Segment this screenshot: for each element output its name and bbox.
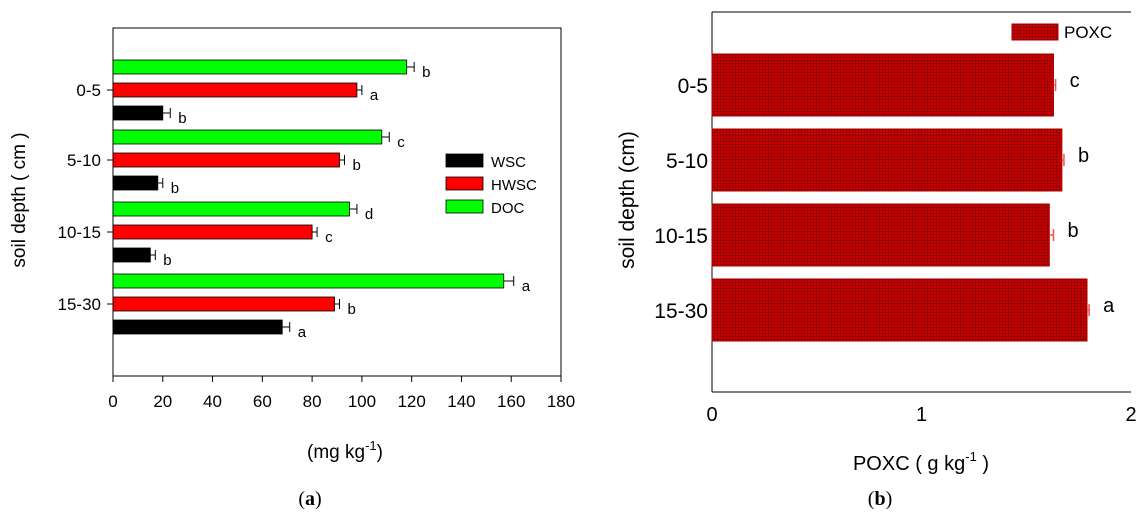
x-tick-label: 40 [203,392,222,411]
bar-wsc-10-15 [112,247,151,263]
significance-letter-wsc-0-5: b [178,110,186,127]
y-axis-label: soil depth (cm) [616,131,639,269]
y-tick-label: 15-30 [654,300,708,323]
significance-letter-poxc-0-5: c [1070,70,1080,92]
x-tick-label: 2 [1125,404,1136,426]
y-tick-label: 10-15 [58,223,101,242]
legend-label-doc: DOC [491,200,525,217]
bar-doc-5-10 [112,129,383,145]
significance-letter-doc-15-30: a [522,278,531,295]
x-tick-label: 80 [303,392,322,411]
legend-label-wsc: WSC [491,154,526,171]
y-tick-label: 15-30 [58,295,101,314]
bar-poxc-0-5 [711,53,1054,117]
significance-letter-doc-10-15: d [365,206,373,223]
significance-letter-poxc-15-30: a [1103,295,1115,317]
bar-poxc-15-30 [711,278,1088,342]
bar-wsc-15-30 [112,319,283,335]
legend-swatch-doc [445,199,484,214]
panel-label-b: (b) [868,488,892,510]
y-tick-label: 5-10 [67,151,101,170]
bar-wsc-0-5 [112,105,164,121]
significance-letter-doc-0-5: b [422,64,430,81]
bar-doc-15-30 [112,273,505,289]
x-tick-label: 160 [497,392,525,411]
significance-letter-wsc-10-15: b [163,252,171,269]
significance-letter-poxc-10-15: b [1067,220,1078,242]
x-tick-label: 0 [706,404,717,426]
bar-hwsc-10-15 [112,224,313,240]
panel-label-a: (a) [298,488,321,510]
y-tick-label: 10-15 [654,225,708,248]
significance-letter-poxc-5-10: b [1078,145,1089,167]
y-axis-label: soil depth ( cm ) [9,132,30,267]
legend-label-hwsc: HWSC [491,177,537,194]
legend-swatch-hwsc [445,176,484,191]
significance-letter-hwsc-5-10: b [352,157,360,174]
significance-letter-hwsc-10-15: c [325,229,333,246]
bar-poxc-10-15 [711,203,1050,267]
legend-swatch-wsc [445,153,484,168]
significance-letter-hwsc-15-30: b [347,301,355,318]
x-tick-label: 20 [153,392,172,411]
chart-panel-a: b a b 0-5 c b b 5-10 d c b 10-15 a b a 15-30 0 20 40 60 80 10… [9,27,575,463]
legend-label-poxc: POXC [1064,23,1112,42]
bar-doc-0-5 [112,59,408,75]
x-tick-label: 60 [253,392,272,411]
x-tick-label: 180 [547,392,575,411]
y-tick-label: 0-5 [76,81,101,100]
bar-hwsc-15-30 [112,296,335,312]
y-tick-label: 5-10 [666,150,708,173]
significance-letter-doc-5-10: c [397,134,405,151]
x-axis-label: (mg kg-1) [307,438,383,463]
bar-hwsc-5-10 [112,152,340,168]
x-tick-label: 100 [348,392,376,411]
x-axis-label: POXC ( g kg-1 ) [853,449,989,475]
bar-hwsc-0-5 [112,82,358,98]
legend-swatch-poxc [1011,23,1059,41]
bar-poxc-5-10 [711,128,1063,192]
x-tick-label: 1 [916,404,927,426]
bar-doc-10-15 [112,201,350,217]
x-tick-label: 0 [108,392,117,411]
significance-letter-hwsc-0-5: a [370,87,379,104]
y-tick-label: 0-5 [678,75,708,98]
x-tick-label: 140 [447,392,475,411]
significance-letter-wsc-15-30: a [298,324,307,341]
x-tick-label: 120 [397,392,425,411]
significance-letter-wsc-5-10: b [171,180,179,197]
chart-panel-b: c 0-5 b 5-10 b 10-15 a 15-30 0 1 2 POXC ( g kg-1 ) s… [616,11,1137,475]
bar-wsc-5-10 [112,175,159,191]
